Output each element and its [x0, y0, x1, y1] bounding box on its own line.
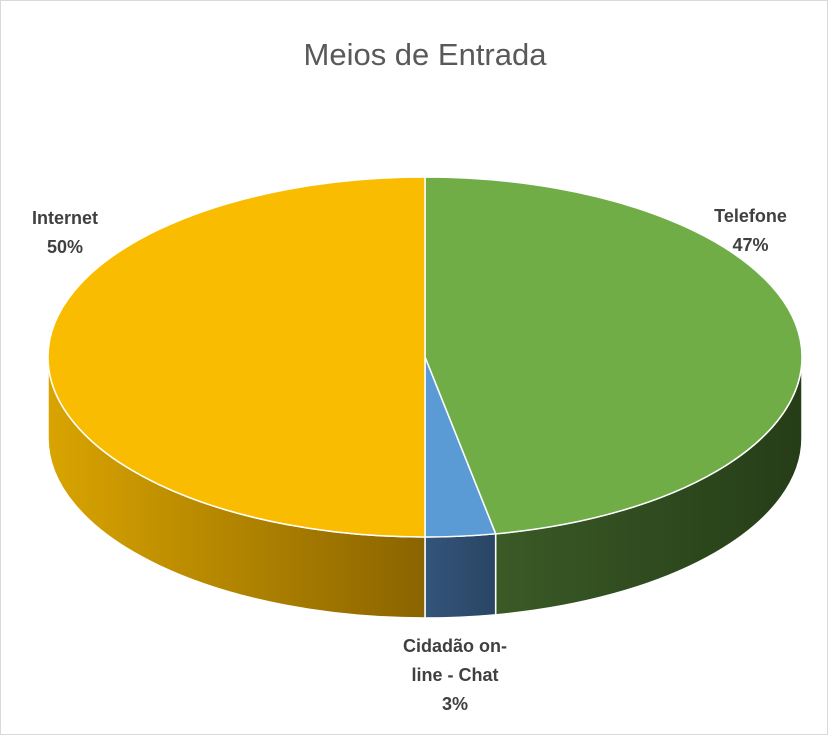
chart-title: Meios de Entrada	[304, 37, 548, 72]
label-value: 3%	[441, 694, 468, 714]
label-category: Cidadão on-line - Chat	[403, 636, 507, 685]
label-category: Internet	[31, 208, 98, 228]
pie-slice	[47, 176, 426, 538]
pie-slice	[424, 176, 803, 535]
label-category: Telefone	[714, 206, 787, 226]
label-value: 50%	[46, 237, 84, 257]
label-value: 47%	[732, 235, 769, 255]
data-label: Telefone 47%	[688, 202, 813, 260]
data-label: Internet 50%	[0, 204, 130, 262]
pie-side	[424, 532, 497, 619]
data-label: Cidadão on-line - Chat 3%	[390, 632, 520, 719]
